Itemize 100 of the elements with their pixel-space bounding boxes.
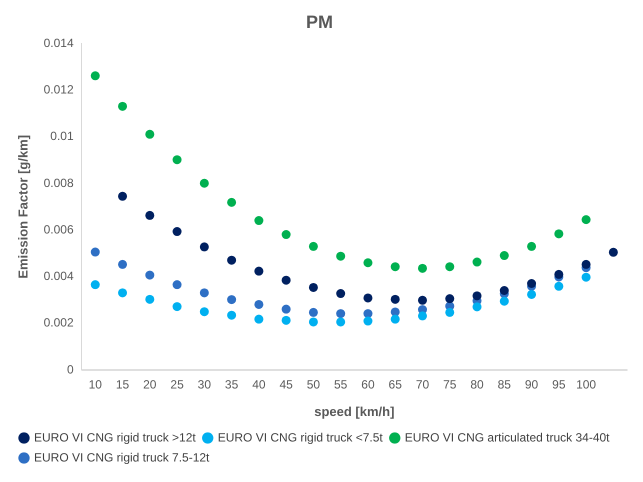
y-tick-label: 0.012 — [44, 82, 74, 97]
x-tick-label: 60 — [361, 378, 375, 392]
point — [390, 262, 400, 272]
point — [227, 256, 236, 265]
point — [254, 314, 264, 324]
point — [336, 252, 346, 261]
point — [90, 248, 100, 257]
point — [418, 311, 427, 320]
point — [118, 288, 128, 298]
point — [90, 280, 100, 290]
legend-label: EURO VI CNG rigid truck 7.5-12t — [34, 450, 210, 464]
x-tick-label: 10 — [88, 378, 102, 392]
point — [282, 230, 291, 240]
point — [554, 282, 564, 291]
point — [254, 266, 264, 276]
x-tick-label: 100 — [576, 378, 596, 392]
point — [200, 178, 209, 188]
x-tick-label: 65 — [388, 378, 402, 392]
y-tick-label: 0 — [66, 362, 74, 376]
y-tick-label: 0.006 — [44, 222, 74, 236]
point — [390, 314, 400, 324]
point — [200, 307, 209, 316]
x-tick-label: 30 — [198, 378, 212, 392]
x-tick-label: 15 — [116, 378, 130, 392]
y-axis-title: Emission Factor [g/km] — [15, 134, 30, 279]
point — [582, 215, 591, 224]
x-tick-label: 45 — [279, 378, 294, 392]
point — [118, 102, 128, 111]
point — [308, 242, 318, 251]
x-tick-label: 55 — [334, 378, 348, 392]
point — [308, 317, 318, 326]
point — [227, 198, 236, 207]
point — [500, 251, 509, 260]
point — [254, 300, 264, 309]
point — [472, 302, 482, 312]
point — [282, 276, 291, 285]
point — [390, 294, 400, 304]
point — [145, 210, 154, 220]
point — [472, 291, 482, 300]
point — [118, 260, 128, 269]
point — [308, 282, 318, 292]
x-tick-label: 50 — [306, 378, 320, 392]
point — [527, 279, 536, 288]
point — [200, 288, 209, 298]
point — [227, 310, 236, 320]
point — [527, 242, 536, 251]
point — [445, 308, 454, 317]
point — [336, 317, 346, 326]
point — [500, 286, 509, 295]
point — [172, 227, 182, 236]
point — [445, 294, 454, 304]
point — [282, 316, 291, 325]
x-tick-label: 25 — [170, 378, 184, 392]
point — [363, 258, 372, 268]
point — [172, 155, 182, 164]
point — [418, 296, 427, 305]
x-axis-title: speed [km/h] — [314, 404, 394, 419]
chart-title: PM — [306, 12, 333, 32]
point — [90, 71, 100, 80]
point — [445, 262, 454, 272]
legend-label: EURO VI CNG articulated truck 34-40t — [404, 430, 610, 444]
point — [554, 229, 564, 238]
x-tick-label: 35 — [224, 378, 239, 392]
point — [254, 216, 264, 226]
y-tick-label: 0.008 — [44, 176, 74, 190]
x-tick-label: 85 — [498, 378, 512, 392]
y-tick-label: 0.004 — [44, 269, 74, 284]
point — [145, 294, 154, 304]
point — [336, 289, 346, 298]
point — [418, 264, 427, 273]
point — [527, 290, 536, 299]
point — [582, 260, 591, 269]
point — [363, 316, 372, 326]
point — [500, 296, 509, 306]
point — [336, 309, 346, 318]
y-tick-label: 0.002 — [44, 316, 74, 330]
point — [472, 258, 482, 267]
point — [200, 242, 209, 252]
point — [227, 295, 236, 304]
x-tick-label: 70 — [416, 378, 430, 392]
x-tick-label: 20 — [143, 378, 157, 392]
point — [172, 280, 182, 290]
point — [608, 248, 618, 257]
point — [118, 192, 128, 201]
x-tick-label: 40 — [252, 378, 266, 392]
point — [145, 130, 154, 139]
point — [363, 309, 372, 318]
legend-label: EURO VI CNG rigid truck <7.5t — [218, 430, 384, 444]
point — [282, 304, 291, 314]
x-tick-label: 80 — [470, 378, 484, 392]
x-tick-label: 95 — [552, 378, 566, 392]
point — [582, 272, 591, 282]
point — [145, 270, 154, 280]
point — [172, 302, 182, 312]
point — [363, 293, 372, 302]
x-tick-label: 75 — [443, 378, 457, 392]
y-tick-label: 0.014 — [44, 36, 74, 50]
point — [554, 270, 564, 279]
point — [308, 308, 318, 317]
legend-label: EURO VI CNG rigid truck >12t — [34, 430, 196, 444]
